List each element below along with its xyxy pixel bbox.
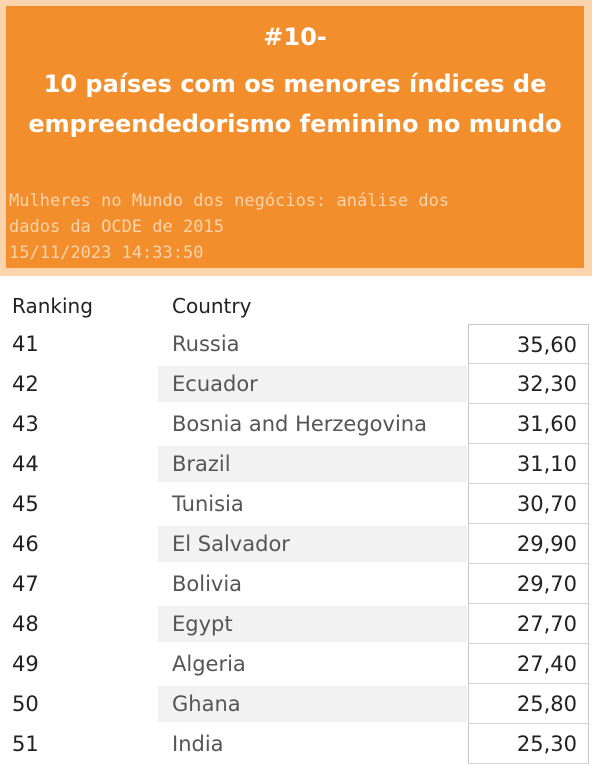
- table-row: 46 El Salvador 29,90: [0, 524, 592, 564]
- table-row: 49 Algeria 27,40: [0, 644, 592, 684]
- subtitle-line-1: Mulheres no Mundo dos negócios: análise …: [9, 191, 450, 211]
- subtitle-timestamp: 15/11/2023 14:33:50: [9, 243, 204, 263]
- country-cell: Egypt: [158, 606, 467, 642]
- country-cell: Brazil: [158, 446, 467, 482]
- table-row: 45 Tunisia 30,70: [0, 484, 592, 524]
- chart-number: #10-: [263, 23, 327, 51]
- country-cell: Algeria: [172, 652, 246, 676]
- title-banner-inner: #10- 10 países com os menores índices de…: [6, 6, 584, 268]
- table-row: 43 Bosnia and Herzegovina 31,60: [0, 404, 592, 444]
- country-cell: Bolivia: [172, 572, 243, 596]
- country-cell: El Salvador: [158, 526, 467, 562]
- rank-cell: 41: [12, 332, 39, 356]
- table-row: 51 India 25,30: [0, 724, 592, 764]
- table-row: 50 Ghana 25,80: [0, 684, 592, 724]
- title-banner: #10- 10 países com os menores índices de…: [0, 0, 592, 276]
- value-cell: 31,10: [468, 444, 589, 484]
- column-header-ranking: Ranking: [12, 294, 93, 318]
- chart-title: 10 países com os menores índices de empr…: [28, 70, 562, 138]
- value-cell: 27,70: [468, 604, 589, 644]
- value-cell: 27,40: [468, 644, 589, 684]
- chart-subtitle: Mulheres no Mundo dos negócios: análise …: [9, 188, 581, 266]
- table-row: 41 Russia 35,60: [0, 324, 592, 364]
- country-cell: Ecuador: [158, 366, 467, 402]
- table-row: 47 Bolivia 29,70: [0, 564, 592, 604]
- table-row: 44 Brazil 31,10: [0, 444, 592, 484]
- rank-cell: 43: [12, 412, 39, 436]
- rank-cell: 48: [12, 612, 39, 636]
- country-cell: Bosnia and Herzegovina: [172, 412, 427, 436]
- value-cell: 29,70: [468, 564, 589, 604]
- rank-cell: 45: [12, 492, 39, 516]
- value-cell: 29,90: [468, 524, 589, 564]
- country-cell: Ghana: [158, 686, 467, 722]
- value-cell: 25,30: [468, 724, 589, 764]
- rank-cell: 51: [12, 732, 39, 756]
- rank-cell: 49: [12, 652, 39, 676]
- value-cell: 25,80: [468, 684, 589, 724]
- table-row: 48 Egypt 27,70: [0, 604, 592, 644]
- value-cell: 30,70: [468, 484, 589, 524]
- rank-cell: 42: [12, 372, 39, 396]
- rank-cell: 50: [12, 692, 39, 716]
- country-cell: India: [172, 732, 224, 756]
- value-cell: 31,60: [468, 404, 589, 444]
- country-cell: Tunisia: [172, 492, 244, 516]
- country-cell: Russia: [172, 332, 240, 356]
- value-cell: 35,60: [468, 324, 589, 364]
- value-cell: 32,30: [468, 364, 589, 404]
- column-header-country: Country: [172, 294, 252, 318]
- subtitle-line-2: dados da OCDE de 2015: [9, 217, 224, 237]
- rank-cell: 46: [12, 532, 39, 556]
- rank-cell: 44: [12, 452, 39, 476]
- rank-cell: 47: [12, 572, 39, 596]
- table-row: 42 Ecuador 32,30: [0, 364, 592, 404]
